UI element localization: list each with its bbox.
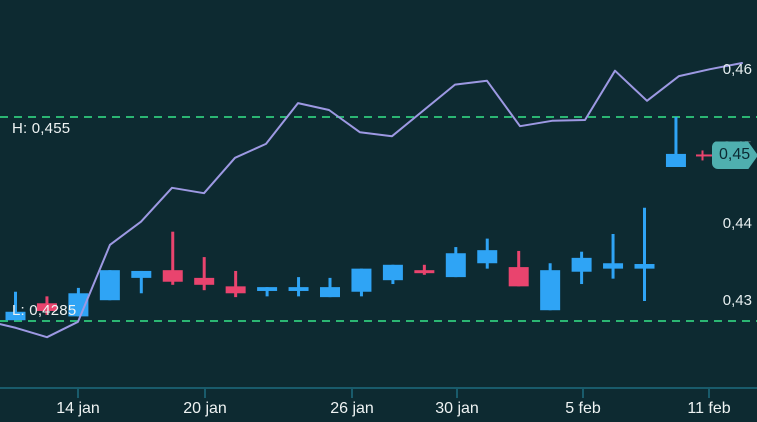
candle-body [131, 270, 152, 278]
x-axis-label: 20 jan [183, 400, 227, 417]
candle-body [99, 270, 120, 301]
candle-body [320, 287, 340, 298]
candle-body [571, 257, 592, 272]
y-axis-label: 0,46 [722, 61, 752, 79]
x-axis-label: 14 jan [56, 400, 100, 417]
y-axis-label: 0,43 [722, 292, 752, 310]
last-price-badge: 0,45 [712, 141, 757, 170]
candle-body [477, 250, 498, 264]
candle-body [445, 253, 466, 278]
candle-body [194, 277, 215, 285]
low-level-label: L: 0,4285 [12, 302, 77, 319]
candle-body [351, 268, 372, 292]
x-axis-label: 30 jan [435, 400, 479, 417]
candle-body [5, 311, 26, 321]
candle-body [382, 264, 403, 281]
x-axis-label: 5 feb [565, 400, 601, 417]
candle-body [508, 267, 529, 287]
candle-body [414, 270, 435, 274]
y-axis-label: 0,44 [722, 215, 752, 233]
candle-body [603, 263, 624, 269]
candle-body [540, 270, 561, 311]
high-level-label: H: 0,455 [12, 119, 71, 137]
candle-body [665, 153, 686, 167]
candle-body [257, 287, 278, 291]
candle-body [225, 286, 246, 294]
overlay-line-series [0, 62, 743, 339]
candle-body [288, 287, 309, 291]
candle-body [36, 303, 57, 311]
last-price-value: 0,45 [719, 146, 751, 164]
x-axis-label: 26 jan [330, 400, 374, 417]
x-axis-label: 11 feb [687, 400, 731, 417]
candle-body [162, 270, 183, 282]
candle-body [634, 264, 655, 269]
